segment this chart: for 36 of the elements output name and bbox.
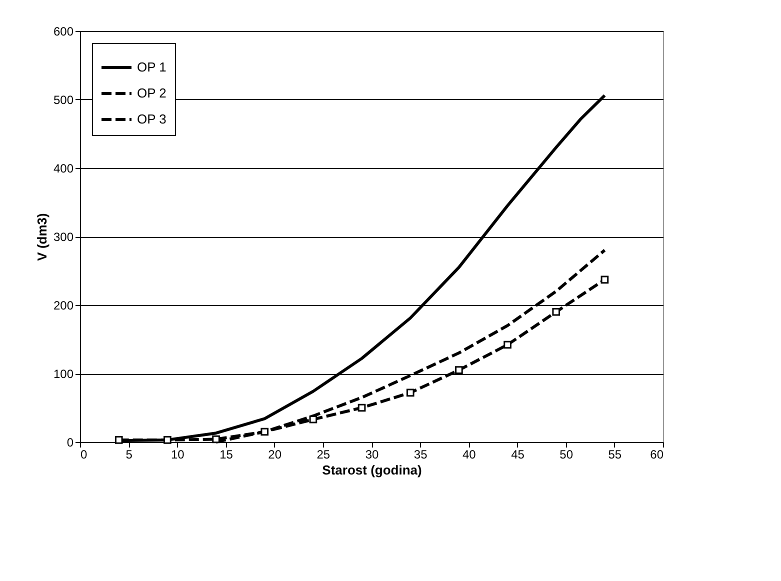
point (164, 436, 172, 444)
y-tick-label: 600 (53, 24, 74, 38)
point (358, 404, 366, 412)
x-tick-label: 15 (220, 448, 234, 462)
point (260, 428, 269, 436)
y-tick-label: 500 (53, 93, 74, 107)
point (212, 435, 220, 444)
y-tick-label: 0 (66, 436, 74, 450)
x-tick-label: 20 (268, 448, 282, 462)
point (406, 388, 414, 397)
x-tick-label: 30 (365, 448, 379, 462)
y-tick-label: 200 (53, 298, 74, 312)
point (114, 436, 123, 444)
x-tick-label: 40 (462, 448, 476, 462)
y-tick-label: 300 (53, 230, 74, 244)
x-tick-label: 10 (170, 448, 185, 462)
point (504, 340, 512, 349)
point (309, 415, 318, 424)
x-tick-label: 55 (608, 448, 622, 462)
x-tick-label: 35 (414, 448, 428, 462)
point (600, 276, 609, 284)
legend-label: OP 2 (137, 86, 166, 100)
x-tick-label: 50 (560, 448, 574, 462)
y-tick-label: 100 (53, 367, 74, 381)
x-tick-label: 0 (80, 448, 88, 462)
legend-label: OP 1 (137, 60, 166, 74)
legend-label: OP 3 (137, 112, 166, 126)
y-tick-label: 400 (53, 162, 74, 176)
point (455, 366, 463, 374)
x-tick-label: 25 (316, 448, 330, 462)
x-tick-label: 5 (126, 448, 133, 462)
y-axis-title: V (dm3) (34, 213, 50, 261)
point (552, 308, 560, 316)
x-tick-label: 60 (650, 448, 664, 462)
x-axis-title: Starost (godina) (322, 462, 422, 478)
x-tick-label: 45 (511, 448, 525, 462)
